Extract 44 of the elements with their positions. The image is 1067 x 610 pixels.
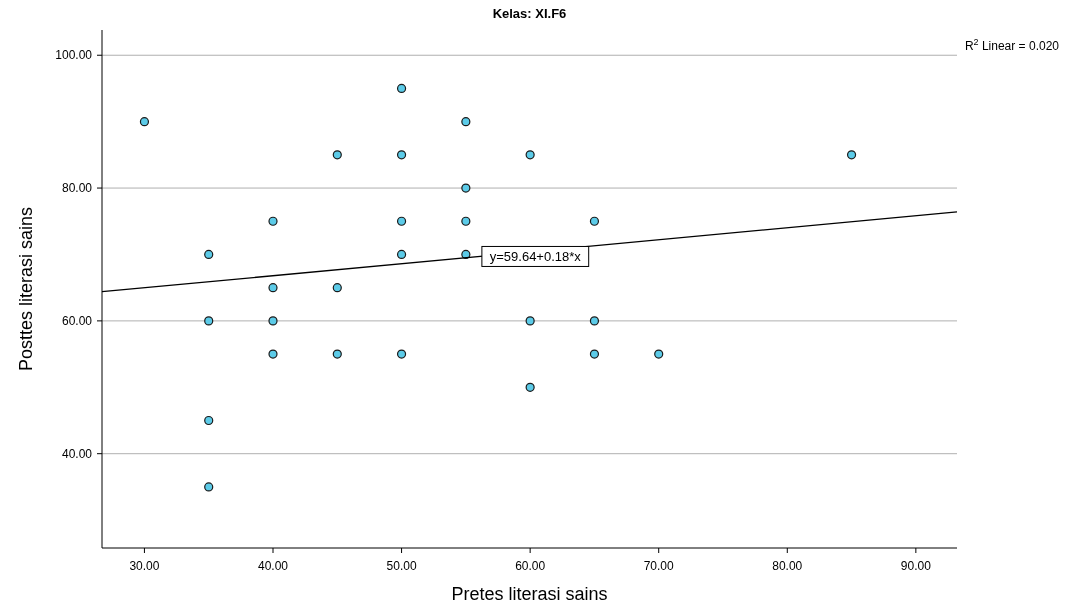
y-tick-label: 40.00 [61, 446, 93, 461]
point [396, 150, 407, 160]
point [332, 283, 342, 293]
x-tick-label: 40.00 [257, 559, 289, 573]
point [268, 316, 278, 326]
y-tick-label: 60.00 [61, 313, 93, 328]
x-axis-title: Pretes literasi sains [451, 584, 608, 604]
chart-title: Kelas: XI.F6 [492, 6, 567, 21]
point [332, 349, 342, 359]
point [204, 316, 214, 326]
point [268, 216, 278, 226]
point [139, 117, 150, 127]
point [204, 482, 214, 492]
point [204, 249, 214, 260]
point [589, 349, 600, 359]
point [461, 216, 471, 226]
x-tick-label: 60.00 [515, 559, 546, 573]
annotation: y=59.64+0.18*x [489, 248, 582, 264]
x-tick-label: 90.00 [900, 559, 932, 573]
point [268, 283, 278, 293]
point [268, 349, 278, 359]
point [525, 316, 535, 326]
point [396, 349, 407, 359]
point [461, 183, 471, 193]
x-tick-label: 70.00 [643, 559, 675, 573]
point [396, 83, 407, 94]
x-tick-label: 50.00 [386, 559, 417, 573]
point [396, 216, 407, 226]
text: R$^{2}$ Linear = 0.020 [964, 37, 1060, 53]
point [461, 117, 471, 127]
point [589, 316, 600, 326]
x-tick-label: 30.00 [129, 559, 160, 573]
y-tick-label: 80.00 [61, 181, 93, 196]
y-tick-label: 100.00 [55, 48, 93, 63]
y-axis-title: Posttes literasi sains [16, 206, 36, 372]
point [396, 249, 407, 260]
point [525, 382, 535, 392]
point [204, 415, 214, 426]
point [589, 216, 600, 226]
point [654, 349, 664, 359]
x-tick-label: 80.00 [772, 559, 803, 573]
point [332, 150, 342, 160]
point [846, 150, 857, 160]
point [525, 150, 535, 160]
